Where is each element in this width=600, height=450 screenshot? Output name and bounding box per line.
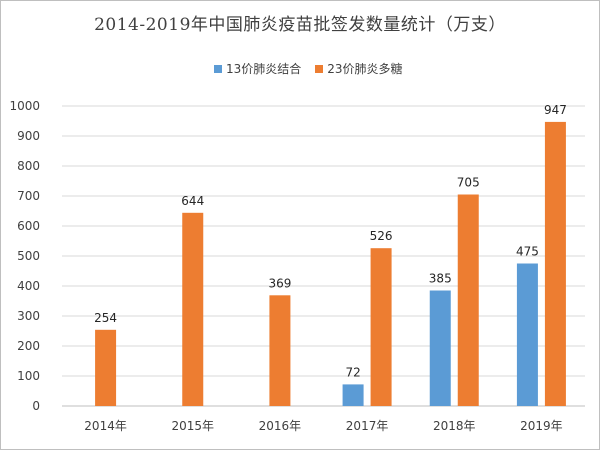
bar-series-2 <box>457 194 479 406</box>
y-tick-label: 1000 <box>9 99 40 113</box>
x-tick-label: 2014年 <box>84 419 127 433</box>
data-label: 369 <box>268 276 291 290</box>
gridlines <box>62 105 585 407</box>
data-label: 947 <box>544 103 567 117</box>
legend-item-series-1: 13价肺炎结合 <box>214 60 301 77</box>
x-tick-label: 2018年 <box>433 419 476 433</box>
bar-series-2 <box>269 295 291 406</box>
bar-series-2 <box>544 121 566 407</box>
data-label: 475 <box>516 245 539 259</box>
y-tick-label: 700 <box>17 189 40 203</box>
y-tick-label: 600 <box>17 219 40 233</box>
bar-series-2 <box>95 329 117 406</box>
x-tick-label: 2016年 <box>259 419 302 433</box>
bar-series-1 <box>516 263 538 406</box>
bar-series-1 <box>429 290 451 406</box>
legend-label-series-2: 23价肺炎多糖 <box>327 62 403 76</box>
y-tick-label: 900 <box>17 129 40 143</box>
data-label: 644 <box>181 194 204 208</box>
bar-series-2 <box>182 212 204 406</box>
x-tick-label: 2015年 <box>171 419 214 433</box>
x-tick-label: 2017年 <box>346 419 389 433</box>
chart-title: 2014-2019年中国肺炎疫苗批签发数量统计（万支） <box>94 15 506 35</box>
y-tick-label: 0 <box>32 399 40 413</box>
legend-item-series-2: 23价肺炎多糖 <box>315 60 403 77</box>
y-axis: 0 100 200 300 400 500 600 700 800 900 1000 <box>9 99 40 413</box>
y-tick-label: 200 <box>17 339 40 353</box>
data-label: 254 <box>94 311 117 325</box>
x-axis: 2014年 2015年 2016年 2017年 2018年 2019年 <box>84 419 562 433</box>
y-tick-label: 300 <box>17 309 40 323</box>
y-tick-label: 500 <box>17 249 40 263</box>
chart-legend: 13价肺炎结合 23价肺炎多糖 <box>214 60 403 77</box>
data-labels: 254 644 369 72 526 385 705 475 947 <box>94 103 567 379</box>
y-tick-label: 800 <box>17 159 40 173</box>
data-label: 705 <box>457 176 480 190</box>
bar-series-2 <box>370 248 392 406</box>
legend-swatch-series-1 <box>214 64 222 73</box>
data-label: 72 <box>345 365 360 379</box>
legend-swatch-series-2 <box>315 64 324 73</box>
data-label: 385 <box>429 272 452 286</box>
legend-label-series-1: 13价肺炎结合 <box>226 62 302 76</box>
bar-series-1 <box>342 384 364 406</box>
data-label: 526 <box>370 229 393 243</box>
y-tick-label: 100 <box>17 369 40 383</box>
bars <box>95 121 566 407</box>
x-tick-label: 2019年 <box>520 419 563 433</box>
y-tick-label: 400 <box>17 279 40 293</box>
